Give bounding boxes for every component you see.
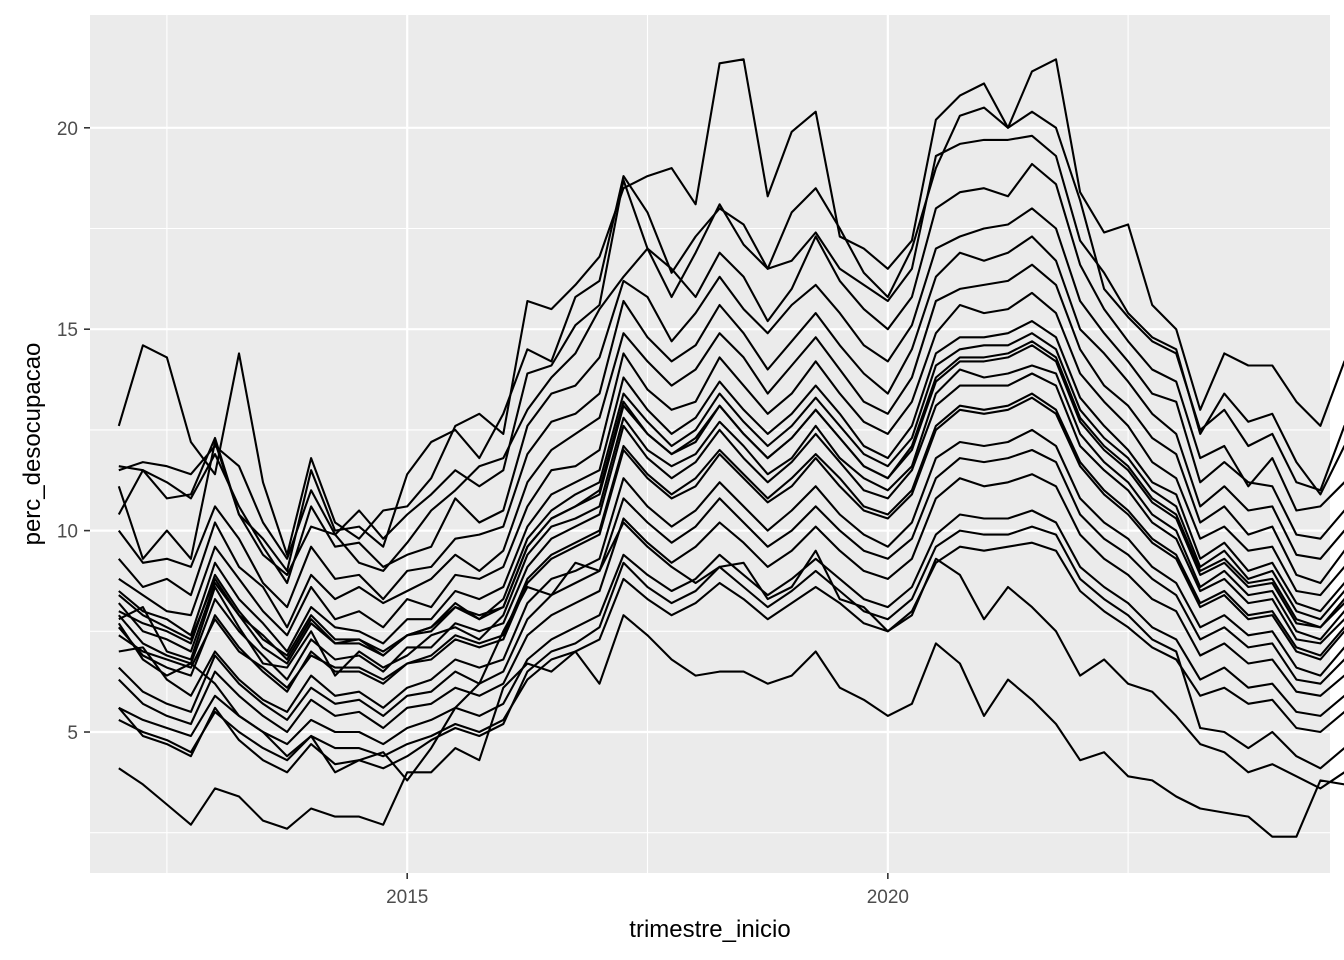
series-lines — [117, 58, 1344, 838]
y-tick-label-2: 15 — [57, 320, 78, 341]
series-line-11 — [118, 372, 1344, 681]
series-line-16 — [118, 340, 1344, 661]
series-line-17 — [118, 448, 1344, 721]
y-axis-title: perc_desocupacao — [19, 343, 46, 546]
series-line-12 — [118, 396, 1344, 693]
series-line-1 — [117, 58, 1344, 556]
series-line-9 — [118, 320, 1344, 653]
y-tick-label-0: 5 — [67, 723, 78, 744]
x-axis-title: trimestre_inicio — [629, 916, 790, 943]
series-line-13 — [118, 364, 1344, 677]
series-line-15 — [118, 392, 1344, 689]
axis-ticks: 2015 2020 5 10 15 20 — [57, 119, 909, 908]
series-line-4 — [117, 162, 1344, 576]
series-line-6 — [117, 235, 1344, 609]
series-line-5 — [117, 207, 1344, 585]
series-line-24 — [118, 428, 1344, 713]
series-line-18 — [118, 473, 1344, 734]
series-line-21 — [118, 525, 1344, 774]
series-line-19 — [118, 509, 1344, 746]
series-line-22 — [118, 614, 1344, 838]
series-line-20 — [118, 541, 1344, 762]
y-tick-label-3: 20 — [57, 119, 78, 140]
series-line-14 — [118, 332, 1344, 657]
series-line-7 — [118, 263, 1344, 629]
series-line-23 — [117, 521, 1344, 790]
x-tick-label-1: 2020 — [867, 887, 909, 908]
y-tick-label-1: 10 — [57, 522, 78, 543]
x-tick-label-0: 2015 — [386, 887, 428, 908]
minor-gridlines — [90, 15, 1330, 873]
series-line-8 — [118, 291, 1344, 637]
